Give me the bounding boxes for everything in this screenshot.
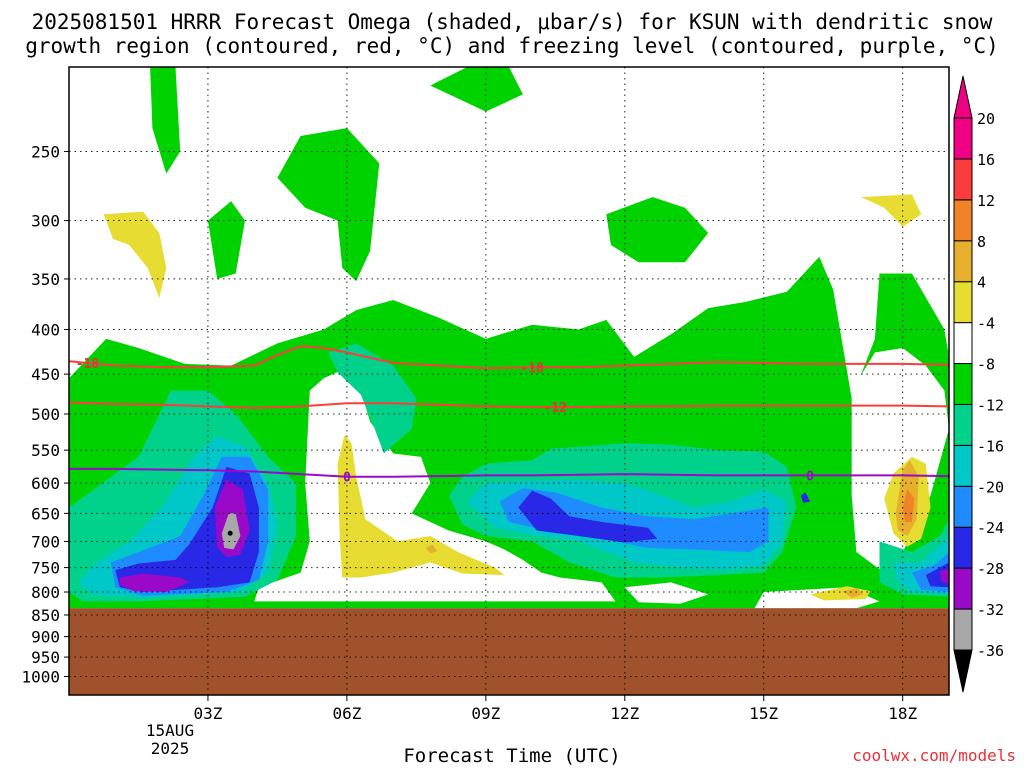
y-tick-label: 850: [31, 606, 60, 625]
y-tick-label: 1000: [21, 668, 60, 687]
x-tick-label: 12Z: [610, 704, 639, 723]
x-axis: 03Z 06Z 09Z 12Z 15Z 18Z: [193, 695, 917, 723]
date-year-label: 2025: [150, 739, 190, 758]
contour-line: [68, 401, 950, 409]
colorbar-label: 20: [977, 110, 995, 128]
terrain-layer: [69, 608, 949, 695]
omega-region-lightblue: [499, 488, 769, 553]
contour-label: 0: [343, 471, 351, 486]
colorbar-label: -12: [977, 396, 1004, 414]
colorbar-label: 4: [977, 274, 986, 292]
omega-region-yellow: [861, 194, 922, 227]
colorbar-label: -24: [977, 519, 1004, 537]
omega-region-green: [430, 67, 523, 112]
y-tick-label: 800: [31, 583, 60, 602]
y-tick-label: 250: [31, 143, 60, 162]
x-tick-label: 09Z: [471, 704, 500, 723]
colorbar-label: -20: [977, 478, 1004, 496]
y-tick-label: 600: [31, 474, 60, 493]
x-tick-label: 03Z: [193, 704, 222, 723]
colorbar-segment: [953, 363, 973, 405]
omega-region-yellow: [337, 434, 505, 578]
omega-region-blue: [518, 490, 658, 543]
colorbar-arrow-bottom: [953, 649, 973, 693]
y-tick-label: 300: [31, 212, 60, 231]
omega-shading: [69, 67, 949, 609]
colorbar-label: -4: [977, 315, 995, 333]
omega-region-green: [207, 201, 245, 279]
colorbar-segment: [953, 403, 973, 446]
colorbar-label: -28: [977, 560, 1004, 578]
credit-link[interactable]: coolwx.com/models: [852, 746, 1016, 765]
colorbar-segment: [953, 485, 973, 528]
omega-region-white: [851, 348, 949, 573]
colorbar-segment: [953, 444, 973, 487]
y-tick-label: 650: [31, 504, 60, 523]
y-axis: 250 300 350 400 450 500 550 600 650 700 750 800 850 9…: [21, 143, 69, 687]
date-day-label: 15AUG: [145, 721, 195, 740]
omega-region-yellow: [103, 211, 167, 298]
y-tick-label: 700: [31, 532, 60, 551]
colorbar-segment: [953, 240, 973, 283]
colorbar-label: 12: [977, 192, 995, 210]
contour-lines: -18 -18 -12 0 0: [68, 345, 950, 486]
colorbar-segment: [953, 608, 973, 651]
y-tick-label: 350: [31, 270, 60, 289]
x-tick-label: 06Z: [332, 704, 361, 723]
colorbar: -36 -32 -28 -24 -20 -16 -12 -8 -4 4 8 12 16 20: [953, 75, 1004, 693]
terrain-shading: [69, 608, 949, 695]
y-tick-label: 900: [31, 628, 60, 647]
contour-line: [69, 467, 950, 478]
y-tick-label: 950: [31, 648, 60, 667]
chart-title-line-2: growth region (contoured, red, °C) and f…: [25, 34, 999, 58]
omega-region-purple: [939, 568, 949, 584]
omega-region-green: [150, 67, 181, 174]
omega-region-white: [624, 582, 709, 604]
colorbar-label: -8: [977, 356, 995, 374]
contour-label: 0: [806, 469, 814, 484]
colorbar-label: -16: [977, 437, 1004, 455]
colorbar-label: 8: [977, 233, 986, 251]
colorbar-segment: [953, 567, 973, 610]
x-tick-label: 18Z: [888, 704, 917, 723]
omega-region-gold: [425, 544, 438, 554]
omega-region-teal: [328, 343, 417, 454]
omega-region-gold: [842, 588, 864, 598]
y-tick-label: 550: [31, 441, 60, 460]
omega-region-green: [606, 197, 709, 263]
y-tick-label: 400: [31, 321, 60, 340]
contour-label: -18: [520, 361, 544, 376]
x-axis-title: Forecast Time (UTC): [403, 745, 621, 767]
omega-max-marker: [227, 530, 233, 536]
chart-title-line-1: 2025081501 HRRR Forecast Omega (shaded, …: [31, 10, 993, 34]
colorbar-label: -32: [977, 601, 1004, 619]
colorbar-segment: [953, 322, 973, 365]
colorbar-segment: [953, 117, 973, 160]
colorbar-segment: [953, 281, 973, 324]
y-tick-label: 750: [31, 559, 60, 578]
colorbar-segment: [953, 158, 973, 201]
grid-lines: [69, 67, 949, 695]
omega-region-green: [277, 128, 380, 282]
colorbar-segment: [953, 526, 973, 569]
plot-frame: [68, 66, 950, 696]
colorbar-label: 16: [977, 151, 995, 169]
colorbar-segment: [953, 199, 973, 242]
omega-region-blue: [800, 492, 811, 503]
contour-label: -18: [76, 357, 100, 372]
contour-line: [68, 345, 950, 370]
x-tick-label: 15Z: [749, 704, 778, 723]
x-axis-date-label: 15AUG 2025: [120, 722, 220, 758]
contour-label: -12: [544, 401, 567, 416]
colorbar-arrow-top: [953, 75, 973, 119]
omega-region-purple: [119, 573, 190, 592]
y-tick-label: 500: [31, 405, 60, 424]
colorbar-label: -36: [977, 642, 1004, 660]
y-tick-label: 450: [31, 365, 60, 384]
